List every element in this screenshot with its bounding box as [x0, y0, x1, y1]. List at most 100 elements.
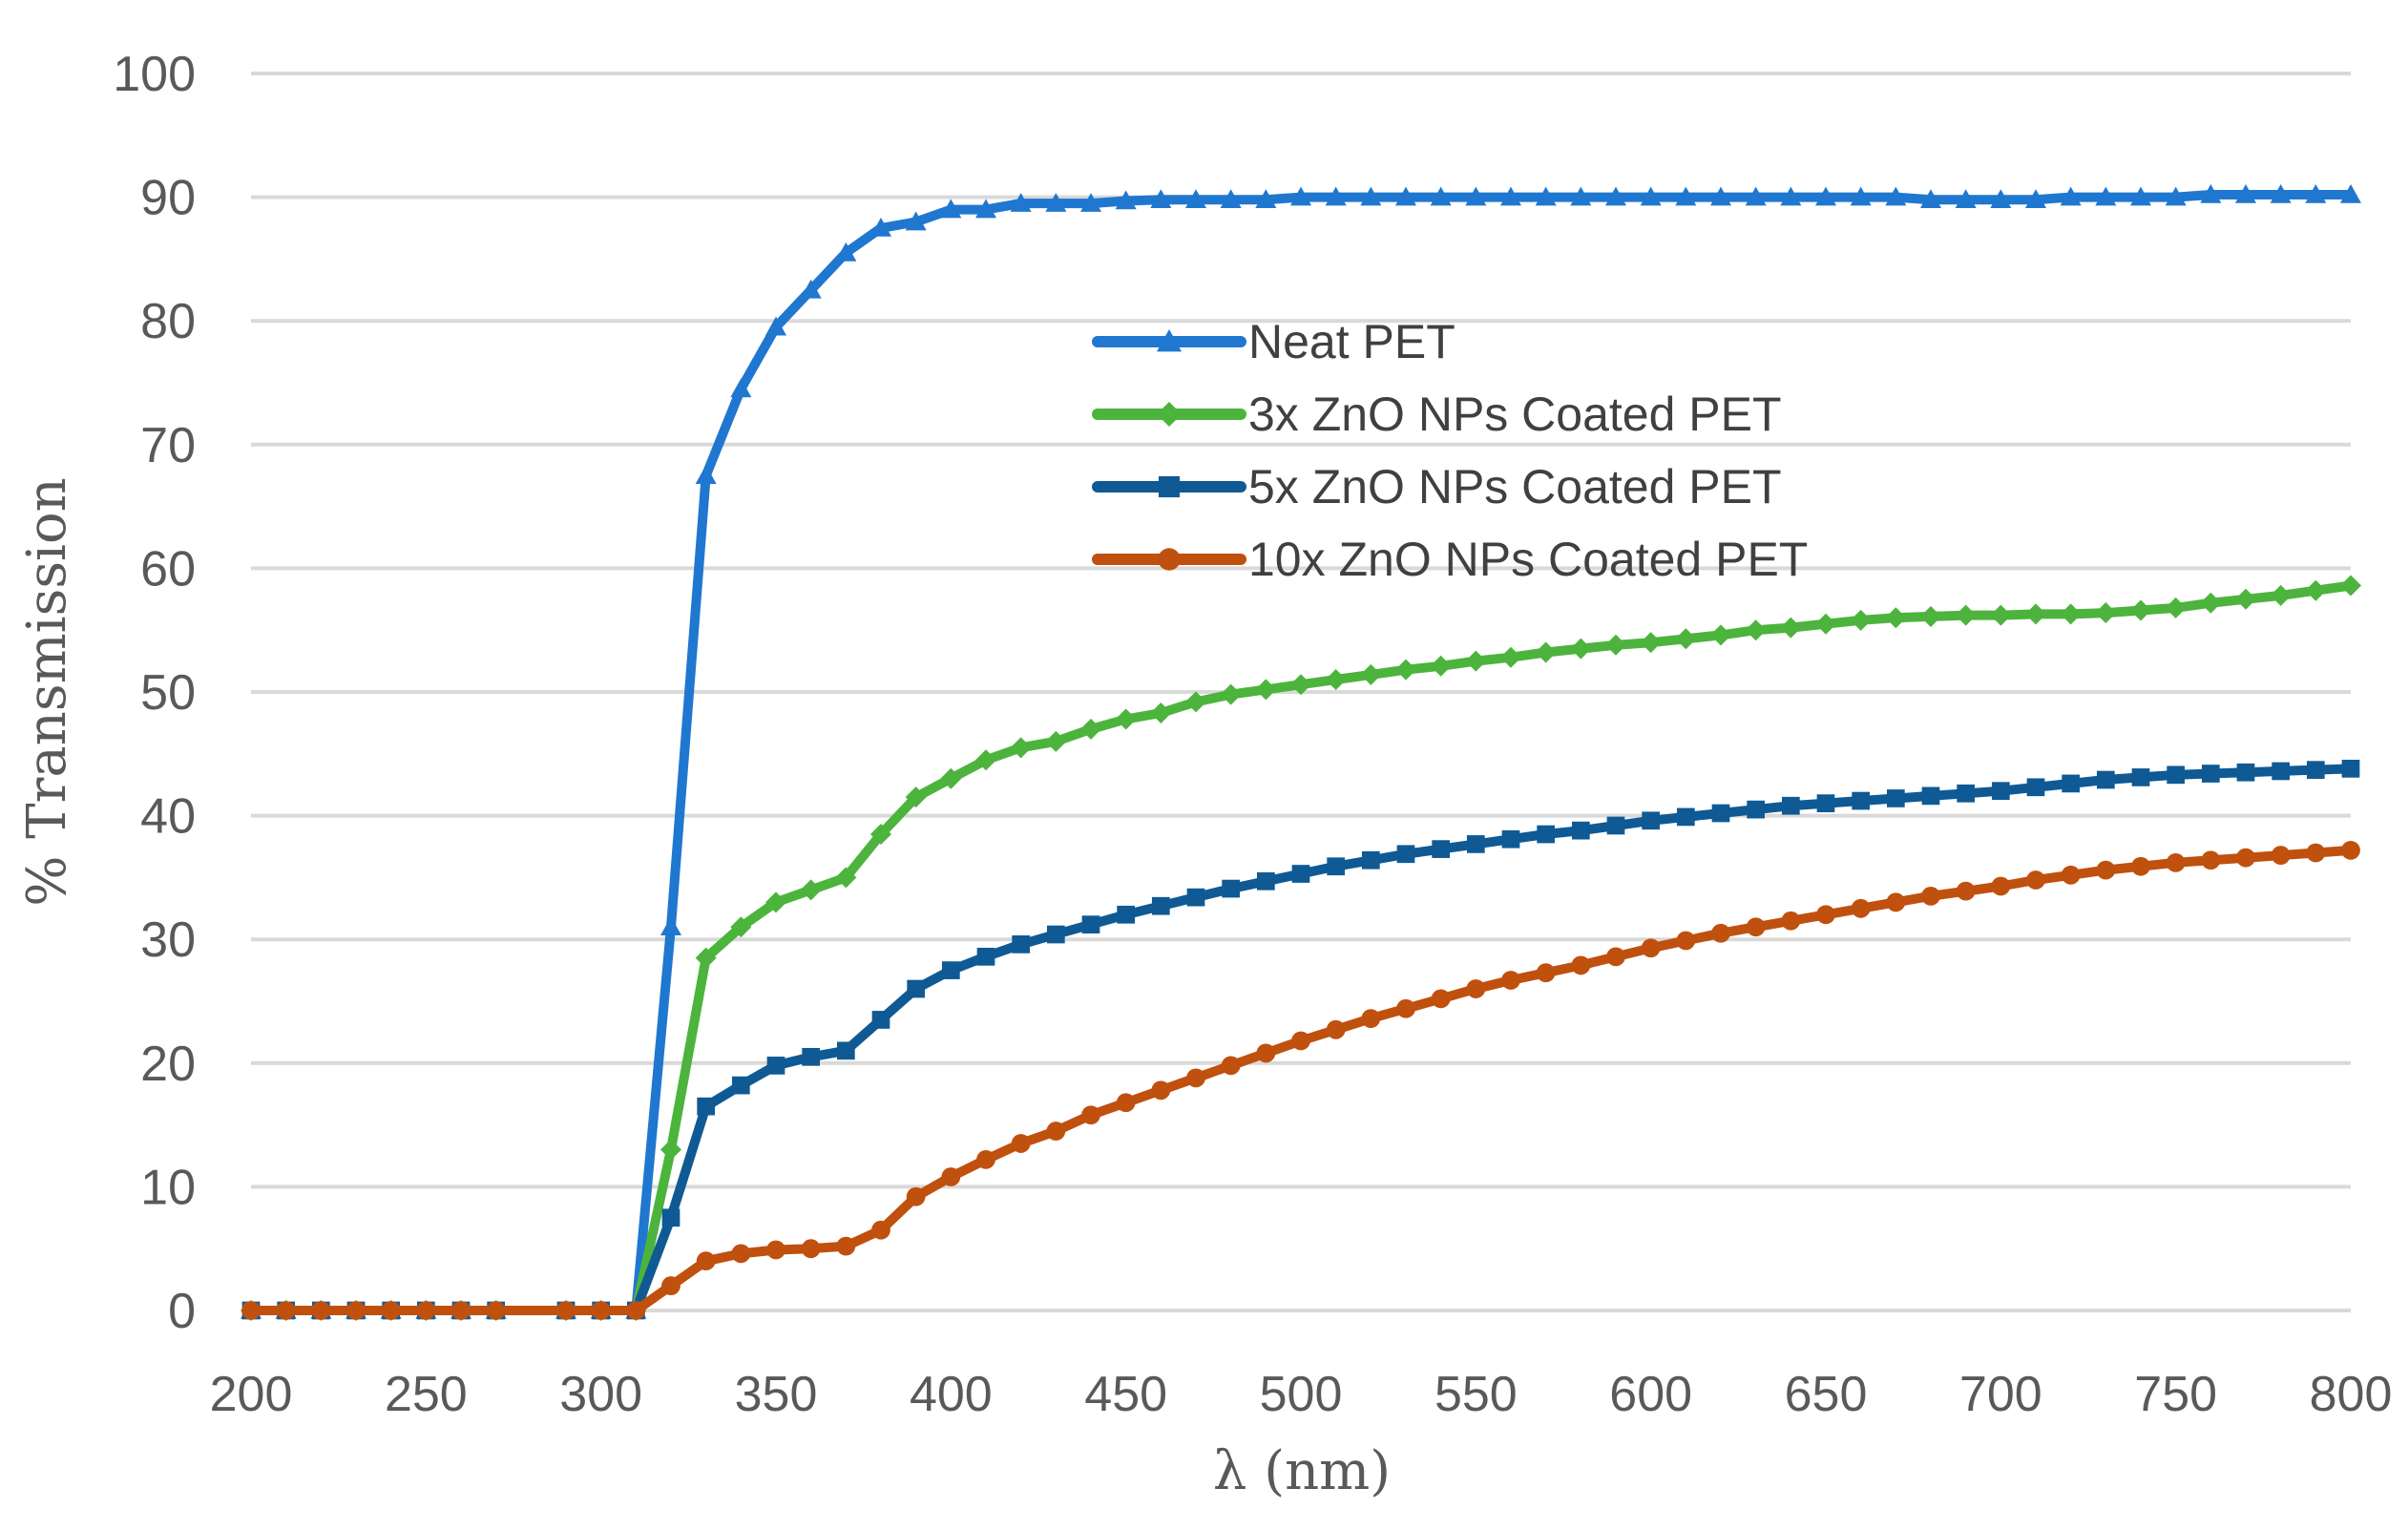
x-tick-label: 400 [910, 1367, 993, 1422]
data-point-diamond [2060, 603, 2082, 625]
data-point-triangle [940, 199, 962, 219]
data-point-circle [2131, 856, 2150, 876]
series-2 [241, 575, 2361, 1321]
data-point-square [1081, 915, 1100, 933]
y-axis-ticks: 0 10 20 30 40 50 60 70 80 90 100 [113, 47, 196, 1339]
data-point-diamond [1325, 669, 1347, 691]
data-point-triangle [1605, 186, 1626, 206]
data-point-square [661, 1208, 681, 1227]
data-point-square [2306, 761, 2325, 779]
data-point-diamond [1045, 730, 1067, 752]
data-point-diamond [1885, 607, 1907, 629]
data-point-diamond [1535, 641, 1557, 663]
x-tick-label: 700 [1959, 1367, 2042, 1422]
data-point-circle [1326, 1019, 1346, 1039]
data-point-diamond [1220, 683, 1242, 705]
data-point-triangle [2025, 189, 2046, 208]
data-point-diamond [1430, 655, 1452, 677]
data-point-triangle [1850, 186, 1872, 206]
data-point-triangle [695, 465, 717, 484]
data-point-triangle [2165, 186, 2187, 206]
data-point-circle [1046, 1121, 1066, 1141]
data-point-diamond [2165, 597, 2187, 618]
data-point-diamond [1570, 638, 1592, 660]
y-tick-label: 70 [140, 418, 196, 473]
data-point-circle [2096, 860, 2116, 880]
data-point-square [1158, 475, 1181, 498]
data-point-triangle [1465, 186, 1487, 206]
data-point-diamond [1360, 663, 1382, 685]
data-point-square [1222, 879, 1241, 898]
data-point-circle [451, 1301, 471, 1320]
data-point-circle [1746, 917, 1766, 937]
data-point-circle [731, 1244, 751, 1264]
data-point-circle [801, 1239, 821, 1259]
data-point-triangle [905, 211, 927, 231]
data-point-square [2201, 765, 2220, 783]
data-point-triangle [2200, 184, 2222, 203]
data-point-triangle [1920, 189, 1941, 208]
data-point-triangle [1815, 186, 1836, 206]
y-tick-label: 100 [113, 47, 196, 102]
data-point-circle [276, 1301, 296, 1320]
data-point-circle [1291, 1031, 1310, 1051]
data-point-diamond [1465, 650, 1487, 672]
data-point-diamond [1290, 674, 1311, 696]
data-point-triangle [1115, 190, 1137, 210]
data-point-triangle [1640, 186, 1662, 206]
data-point-square [871, 1011, 890, 1029]
data-point-triangle [1045, 193, 1067, 212]
data-point-circle [1466, 979, 1486, 998]
y-tick-label: 60 [140, 541, 196, 597]
data-point-circle [836, 1236, 856, 1256]
y-tick-label: 30 [140, 912, 196, 968]
data-point-circle [871, 1220, 890, 1240]
data-point-circle [1641, 938, 1661, 958]
data-point-square [1571, 821, 1590, 840]
data-point-diamond [1990, 604, 2012, 626]
y-tick-label: 80 [140, 294, 196, 349]
data-point-square [1117, 905, 1136, 924]
data-point-triangle [2060, 186, 2082, 206]
data-point-square [802, 1047, 821, 1066]
data-point-circle [591, 1301, 611, 1320]
legend-item: 10x ZnO NPs Coated PET [1092, 533, 1808, 586]
data-point-diamond [1010, 737, 1032, 759]
data-point-square [731, 1076, 750, 1095]
data-point-circle [696, 1251, 716, 1271]
data-point-triangle [975, 199, 996, 219]
data-point-circle [1816, 905, 1835, 925]
data-point-triangle [660, 916, 681, 936]
data-point-diamond [975, 749, 996, 771]
legend-item: 3x ZnO NPs Coated PET [1092, 388, 1782, 441]
data-point-circle [2341, 840, 2360, 860]
y-tick-label: 50 [140, 665, 196, 721]
data-point-square [1921, 786, 1940, 806]
data-point-diamond [2235, 588, 2256, 610]
data-point-diamond [1395, 659, 1416, 681]
data-point-circle [416, 1301, 436, 1320]
x-tick-label: 800 [2310, 1367, 2393, 1422]
legend-label: 10x ZnO NPs Coated PET [1248, 533, 1808, 586]
data-point-diamond [1920, 605, 1941, 627]
data-point-square [1537, 825, 1556, 844]
data-point-diamond [1605, 634, 1626, 656]
data-point-circle [626, 1301, 646, 1320]
data-point-diamond [800, 879, 822, 901]
data-point-triangle [1157, 329, 1182, 352]
data-point-square [1852, 791, 1871, 810]
y-axis-title: % Transmission [16, 477, 78, 907]
data-point-circle [1396, 998, 1415, 1018]
data-point-circle [1501, 971, 1520, 990]
data-point-triangle [1395, 186, 1416, 206]
data-point-square [1676, 807, 1695, 827]
data-point-triangle [1220, 189, 1242, 208]
y-tick-label: 90 [140, 171, 196, 226]
data-point-circle [2271, 846, 2291, 865]
data-point-circle [1081, 1105, 1100, 1125]
data-point-triangle [1535, 186, 1557, 206]
data-point-circle [941, 1167, 961, 1186]
x-tick-label: 550 [1434, 1367, 1518, 1422]
data-point-circle [1256, 1043, 1276, 1063]
